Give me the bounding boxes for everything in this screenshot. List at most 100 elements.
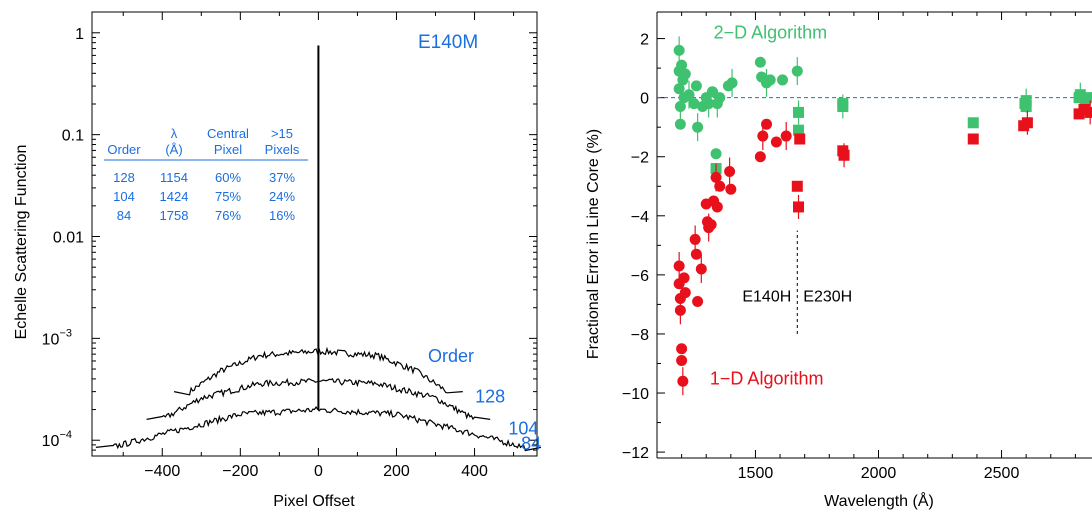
right-x-axis-label: Wavelength (Å) bbox=[824, 491, 934, 510]
table-header-bottom: (Å) bbox=[165, 142, 182, 157]
right-y-tick-label: −10 bbox=[622, 386, 649, 403]
table-cell: 84 bbox=[117, 208, 131, 223]
data-point-square bbox=[1020, 95, 1032, 107]
data-point-circle bbox=[678, 92, 690, 104]
data-point-circle bbox=[688, 98, 700, 110]
data-point-square bbox=[710, 163, 722, 175]
data-point-square bbox=[838, 149, 850, 161]
left-x-tick-label: −200 bbox=[222, 463, 258, 480]
data-point-circle bbox=[700, 92, 712, 104]
data-point-square bbox=[1020, 101, 1032, 113]
data-point-square bbox=[837, 98, 849, 110]
left-y-tick-label: 10−3 bbox=[42, 327, 72, 348]
data-point-circle bbox=[700, 198, 712, 210]
data-point-circle bbox=[679, 287, 691, 299]
data-point-square bbox=[1078, 103, 1090, 115]
table-header-bottom: Pixels bbox=[265, 142, 300, 157]
right-y-tick-label: −8 bbox=[631, 327, 649, 344]
e230h-label: E230H bbox=[803, 289, 852, 306]
series-label-2d: 2−D Algorithm bbox=[714, 23, 828, 43]
table-cell: 24% bbox=[269, 189, 295, 204]
order-heading-label: Order bbox=[428, 346, 474, 366]
right-y-tick-label: 0 bbox=[640, 91, 649, 108]
table-cell: 75% bbox=[215, 189, 241, 204]
data-point-circle bbox=[683, 89, 695, 101]
left-x-tick-label: 200 bbox=[383, 463, 410, 480]
table-cell: 1758 bbox=[160, 208, 189, 223]
data-point-circle bbox=[673, 65, 685, 77]
data-point-square bbox=[1084, 106, 1092, 118]
data-point-square bbox=[1019, 98, 1031, 110]
data-point-circle bbox=[673, 44, 685, 56]
left-x-tick-label: 0 bbox=[314, 463, 323, 480]
order-label-104: 104 bbox=[508, 419, 538, 439]
data-point-circle bbox=[673, 278, 685, 290]
left-y-tick-base: 10 bbox=[42, 433, 60, 450]
data-point-circle bbox=[791, 65, 803, 77]
left-x-tick-label: −400 bbox=[144, 463, 180, 480]
data-point-square bbox=[1021, 117, 1033, 129]
table-cell: 1424 bbox=[160, 189, 189, 204]
left-y-tick-exponent: −3 bbox=[59, 327, 72, 339]
data-point-square bbox=[793, 106, 805, 118]
data-point-circle bbox=[761, 118, 773, 130]
table-cell: 128 bbox=[113, 170, 135, 185]
data-point-circle bbox=[725, 183, 737, 195]
left-y-tick-label: 10−4 bbox=[42, 429, 72, 450]
data-point-circle bbox=[710, 171, 722, 183]
e140m-label: E140M bbox=[418, 32, 478, 53]
right-x-tick-label: 1500 bbox=[738, 465, 774, 482]
data-point-square bbox=[967, 117, 979, 129]
right-y-tick-label: −2 bbox=[631, 150, 649, 167]
data-point-circle bbox=[780, 130, 792, 142]
data-point-square bbox=[793, 124, 805, 136]
table-header-top: Central bbox=[207, 126, 249, 141]
data-point-circle bbox=[676, 355, 688, 367]
data-point-circle bbox=[714, 92, 726, 104]
data-point-circle bbox=[674, 304, 686, 316]
order-label-84: 84 bbox=[521, 433, 541, 453]
data-point-square bbox=[1018, 120, 1030, 132]
data-point-circle bbox=[706, 86, 718, 98]
scattering-function-chart: Echelle Scattering Function Pixel Offset… bbox=[13, 11, 541, 510]
data-point-circle bbox=[690, 248, 702, 260]
right-x-tick-label: 2000 bbox=[861, 465, 897, 482]
data-point-square bbox=[1074, 89, 1086, 101]
data-point-square bbox=[1079, 95, 1091, 107]
right-y-tick-label: −6 bbox=[631, 268, 649, 285]
data-point-circle bbox=[676, 343, 688, 355]
data-point-circle bbox=[703, 98, 715, 110]
data-point-circle bbox=[676, 59, 688, 71]
data-point-square bbox=[791, 180, 803, 192]
table-header-bottom: Pixel bbox=[214, 142, 242, 157]
data-point-circle bbox=[777, 74, 789, 86]
data-point-square bbox=[967, 133, 979, 145]
data-point-circle bbox=[705, 219, 717, 231]
data-point-circle bbox=[677, 375, 689, 387]
data-point-circle bbox=[697, 101, 709, 113]
data-point-circle bbox=[695, 263, 707, 275]
left-plot-frame bbox=[91, 11, 538, 457]
data-point-circle bbox=[710, 148, 722, 160]
e140h-label: E140H bbox=[742, 289, 791, 306]
left-y-tick-label: 0.01 bbox=[53, 230, 84, 247]
table-cell: 76% bbox=[215, 208, 241, 223]
data-point-circle bbox=[690, 80, 702, 92]
left-y-tick-label: 1 bbox=[75, 26, 84, 43]
table-cell: 60% bbox=[215, 170, 241, 185]
data-point-circle bbox=[726, 77, 738, 89]
table-header-top: λ bbox=[171, 126, 178, 141]
data-point-square bbox=[837, 101, 849, 113]
right-y-tick-label: −12 bbox=[622, 445, 649, 462]
data-point-circle bbox=[756, 71, 768, 83]
table-cell: 1154 bbox=[160, 170, 188, 185]
table-cell: 37% bbox=[269, 170, 295, 185]
data-point-square bbox=[793, 201, 805, 213]
data-point-square bbox=[1073, 92, 1085, 104]
right-y-axis-label: Fractional Error in Line Core (%) bbox=[585, 129, 602, 359]
data-point-circle bbox=[757, 130, 769, 142]
right-y-tick-label: −4 bbox=[631, 209, 649, 226]
data-point-circle bbox=[679, 68, 691, 80]
data-point-circle bbox=[678, 272, 690, 284]
left-y-tick-exponent: −4 bbox=[59, 429, 72, 441]
